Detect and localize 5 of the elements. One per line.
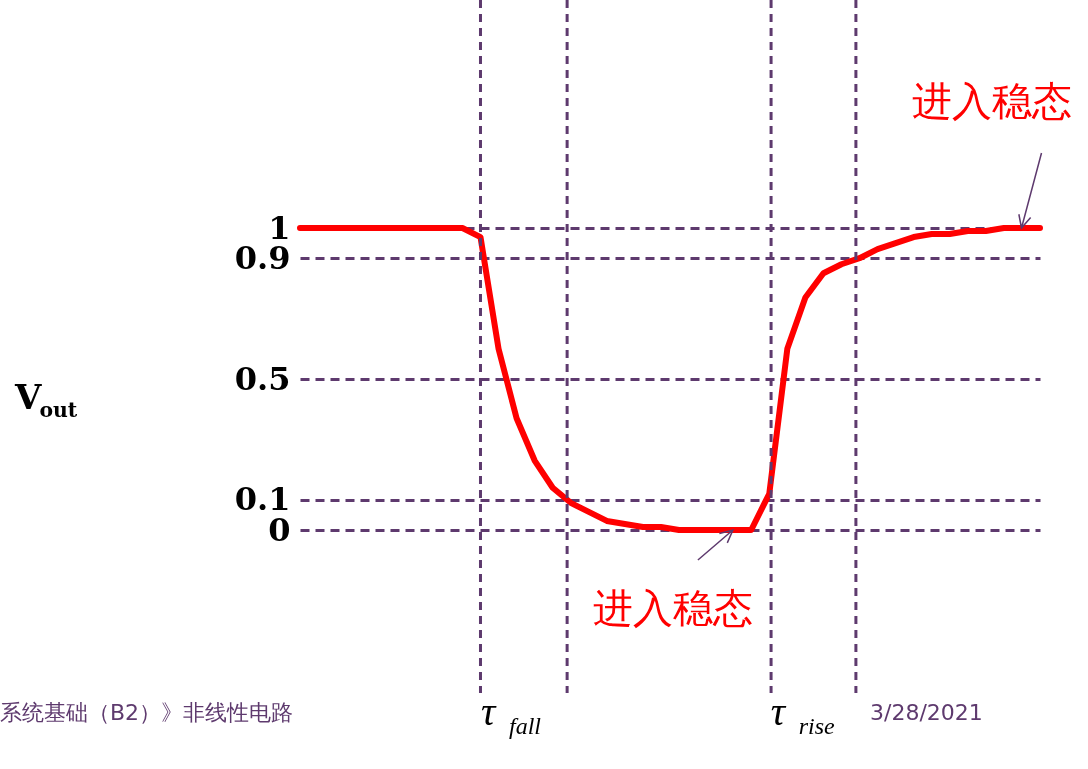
annotation: 进入稳态: [592, 585, 753, 631]
y-tick-label: 0.5: [234, 359, 291, 398]
text: 系统基础（B2）》非线性电路: [0, 700, 294, 725]
annotation: 进入稳态: [911, 78, 1072, 124]
text: 3/28/2021: [870, 700, 983, 725]
